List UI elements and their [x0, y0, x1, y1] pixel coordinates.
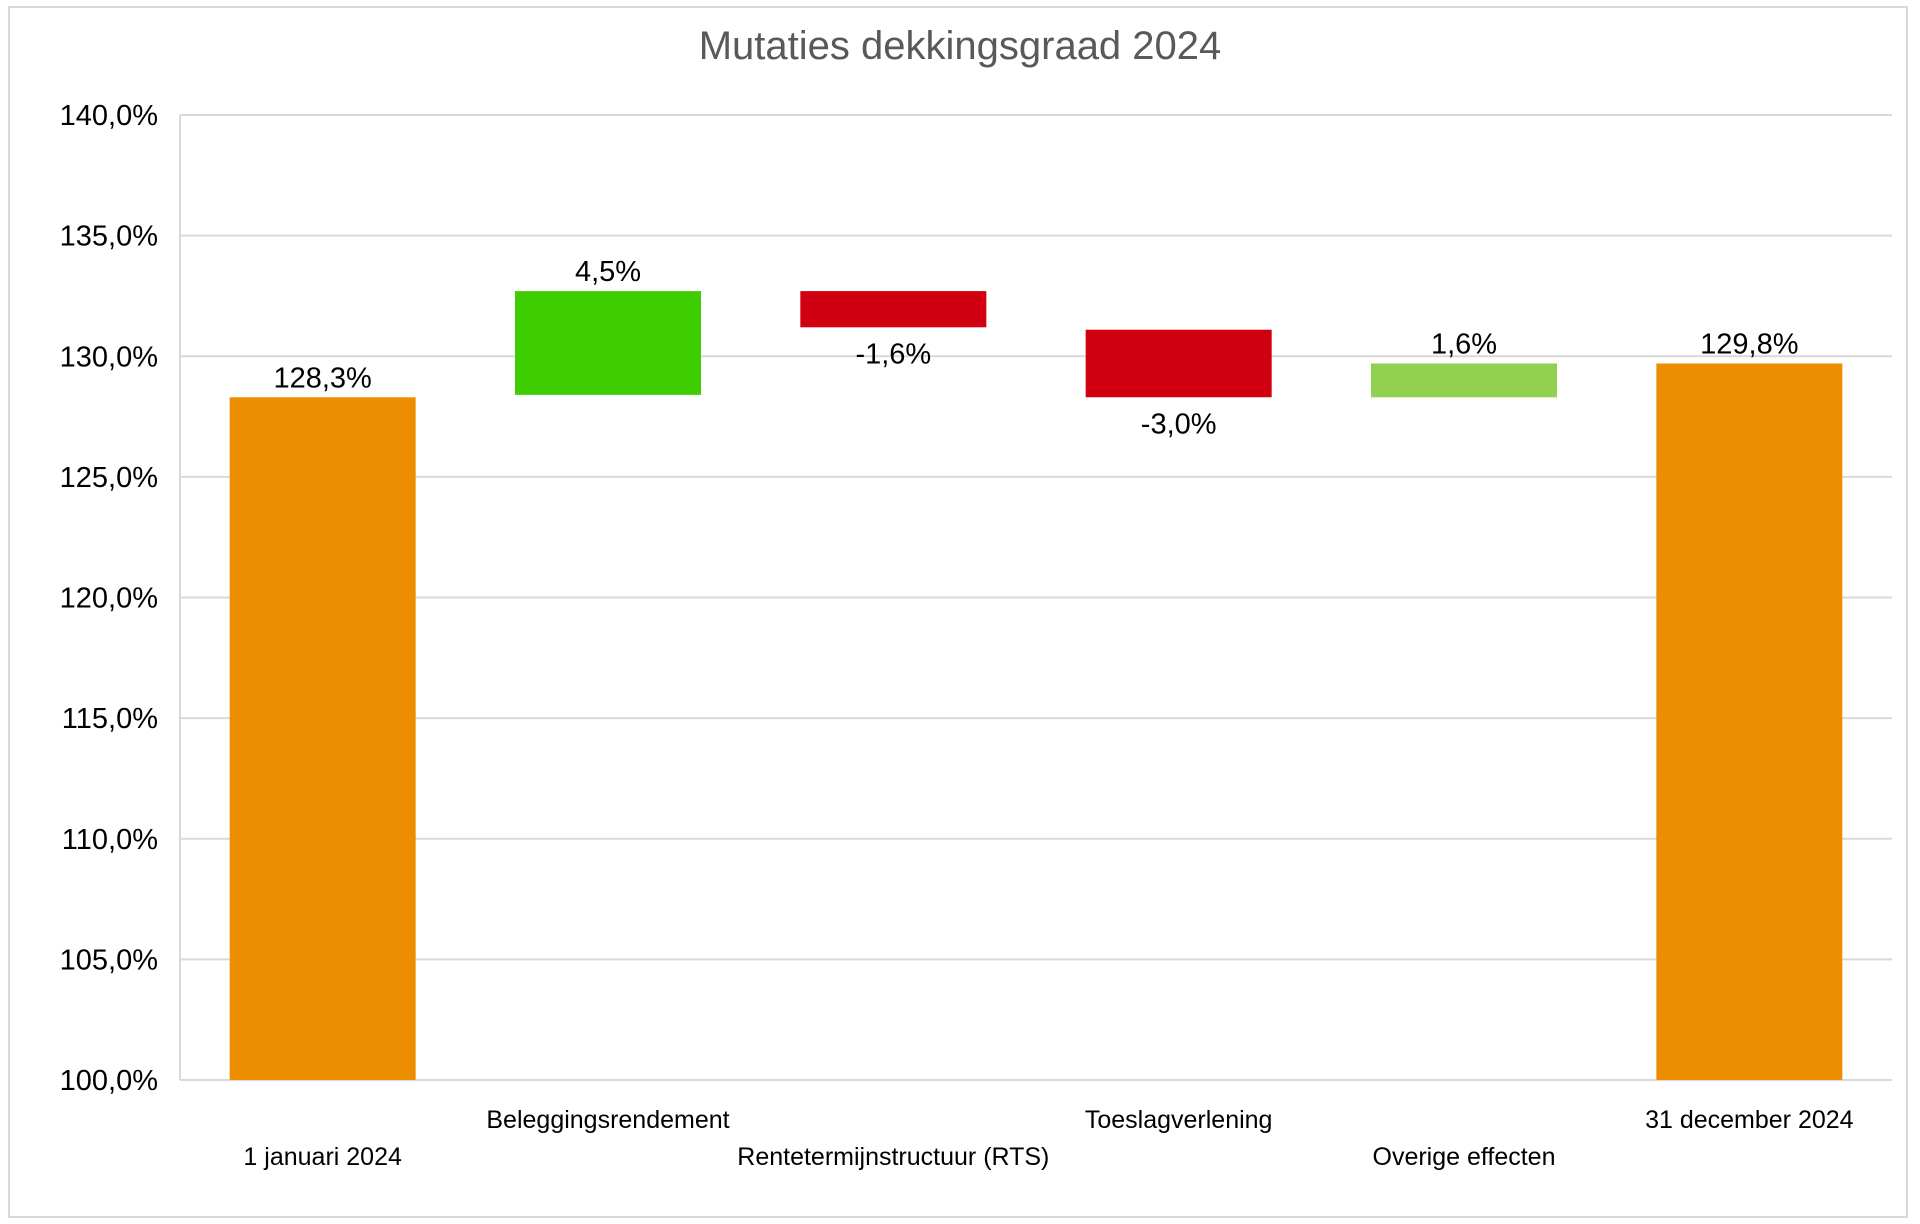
category-label: 31 december 2024: [1645, 1106, 1854, 1134]
y-tick-label: 130,0%: [60, 341, 158, 373]
data-label: 4,5%: [575, 256, 641, 288]
bars: [229, 291, 1843, 1080]
bar-total: [1656, 363, 1843, 1080]
y-axis-ticks: 100,0% 105,0% 110,0% 115,0% 120,0% 125,0% 130,…: [60, 100, 158, 1097]
bar-total: [229, 397, 416, 1080]
y-tick-label: 110,0%: [62, 824, 158, 856]
y-tick-label: 100,0%: [60, 1065, 158, 1097]
y-tick-label: 125,0%: [60, 462, 158, 494]
gridlines: [179, 114, 1892, 1081]
category-label: 1 januari 2024: [243, 1143, 402, 1171]
x-axis-categories: 1 januari 2024 Beleggingsrendement Rentete…: [243, 1106, 1853, 1171]
y-tick-label: 135,0%: [60, 221, 158, 253]
bar-decrease: [1085, 329, 1272, 398]
category-label: Beleggingsrendement: [486, 1106, 729, 1134]
data-label: -1,6%: [855, 338, 931, 370]
bar-decrease: [800, 291, 987, 328]
y-tick-label: 105,0%: [60, 944, 158, 976]
y-tick-label: 115,0%: [62, 703, 158, 735]
bar-increase: [1371, 363, 1557, 398]
data-label: 129,8%: [1700, 328, 1798, 360]
category-label: Rentetermijnstructuur (RTS): [737, 1143, 1049, 1171]
y-tick-label: 120,0%: [60, 583, 158, 615]
category-label: Overige effecten: [1373, 1143, 1556, 1171]
data-label: 128,3%: [273, 362, 371, 394]
data-label: 1,6%: [1431, 328, 1497, 360]
chart-title: Mutaties dekkingsgraad 2024: [698, 24, 1222, 68]
bar-increase: [515, 291, 701, 395]
data-labels: 128,3% 4,5% -1,6% -3,0% 1,6% 129,8%: [273, 256, 1798, 440]
data-label: -3,0%: [1141, 408, 1217, 440]
category-label: Toeslagverlening: [1085, 1106, 1273, 1134]
y-tick-label: 140,0%: [60, 100, 158, 132]
